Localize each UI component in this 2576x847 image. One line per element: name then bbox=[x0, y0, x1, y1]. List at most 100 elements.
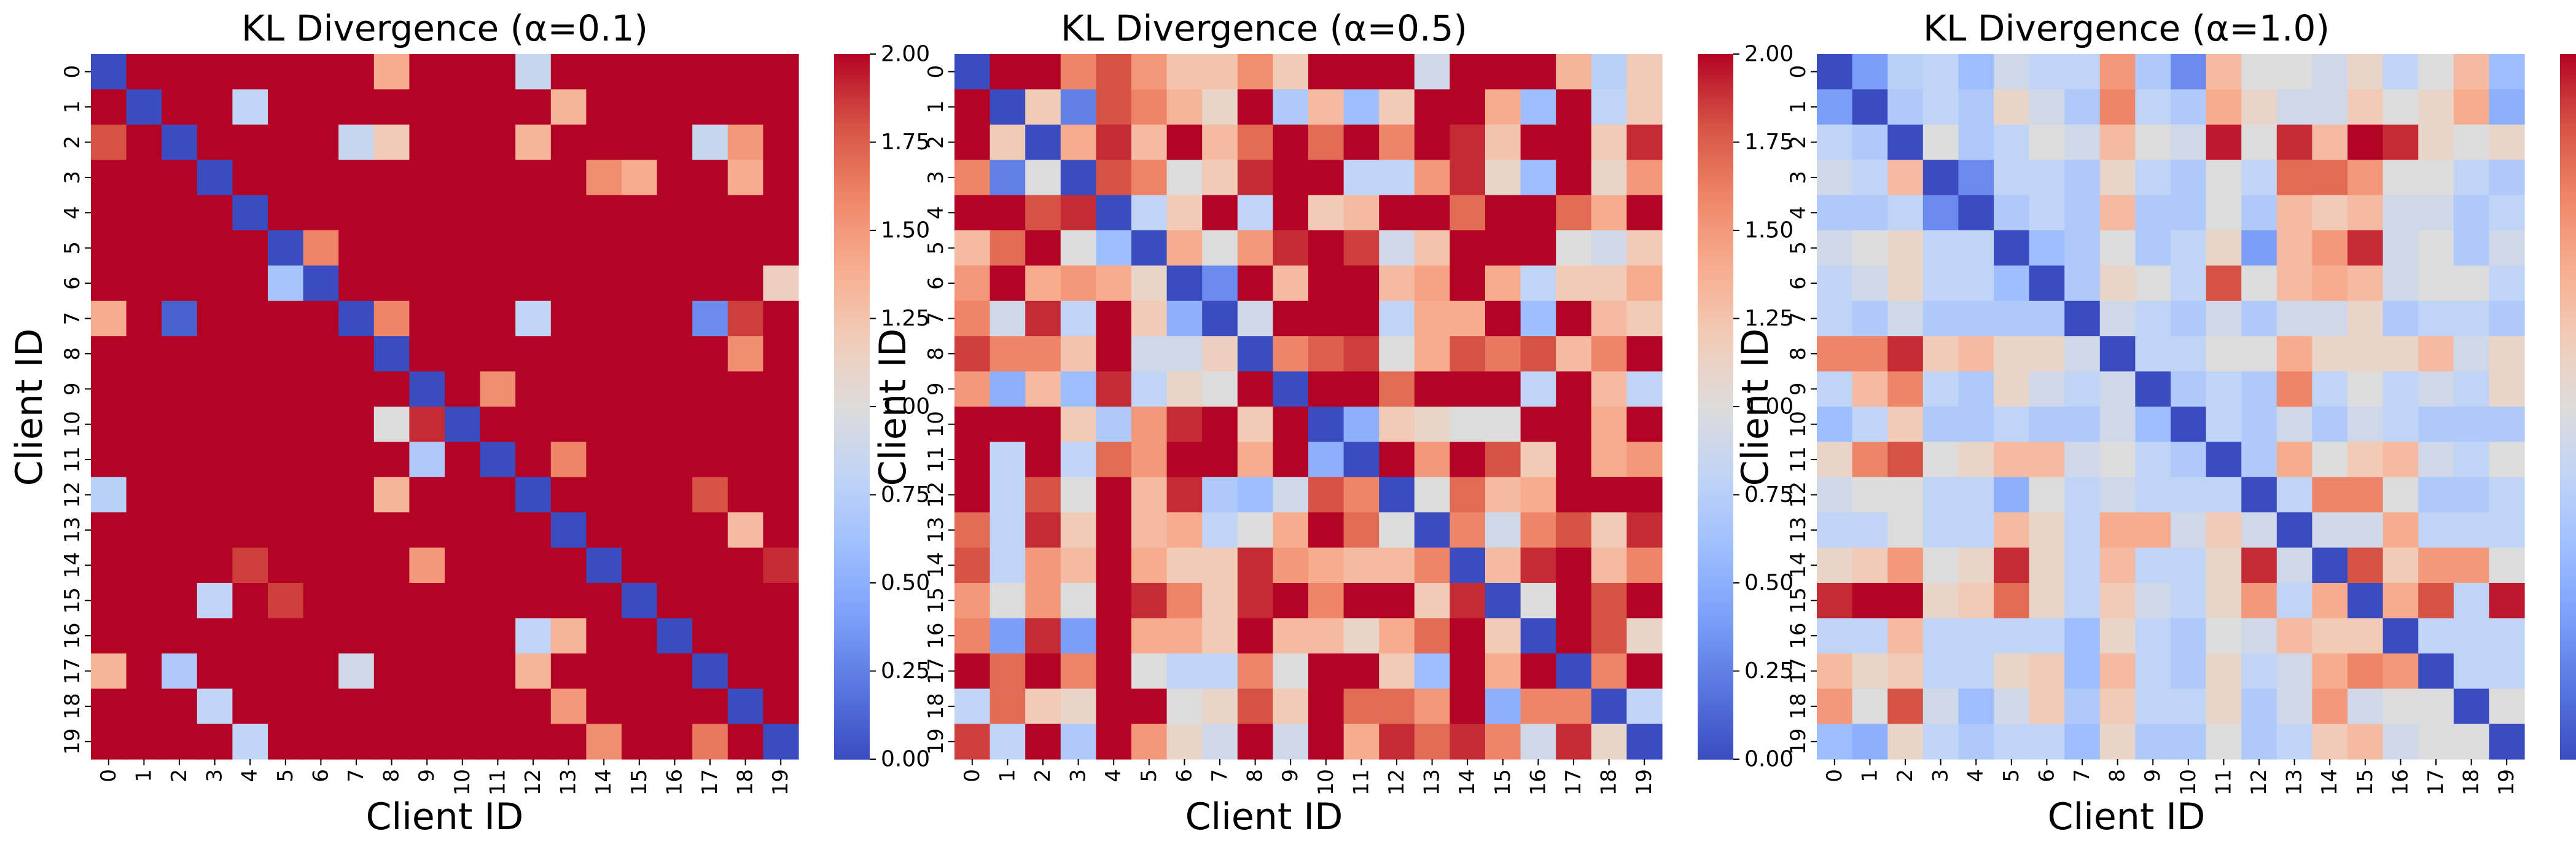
heatmap-cell-r8-c7 bbox=[2064, 336, 2101, 372]
heatmap-cell-r9-c6 bbox=[2029, 371, 2065, 407]
colorbar-gradient-segment bbox=[2560, 79, 2576, 83]
colorbar-gradient-segment bbox=[2560, 576, 2576, 580]
colorbar-gradient-segment bbox=[1698, 308, 1733, 312]
heatmap-cell-r2-c0 bbox=[91, 124, 127, 160]
colorbar-gradient-segment bbox=[1698, 350, 1733, 354]
heatmap-cell-r7-c8 bbox=[2099, 300, 2136, 337]
heatmap-cell-r1-c19 bbox=[2489, 89, 2525, 125]
colorbar-gradient-segment bbox=[2560, 586, 2576, 591]
heatmap-cell-r14-c11 bbox=[480, 547, 516, 584]
colorbar-gradient-segment bbox=[834, 636, 870, 640]
heatmap-cell-r5-c13 bbox=[550, 230, 587, 266]
y-tick-label: 18 bbox=[60, 693, 85, 719]
colorbar-gradient-segment bbox=[1698, 265, 1733, 270]
heatmap-cell-r3-c2 bbox=[162, 160, 198, 196]
colorbar-gradient-segment bbox=[1698, 555, 1733, 559]
heatmap-cell-r16-c16 bbox=[657, 618, 693, 654]
heatmap-cell-r4-c6 bbox=[303, 195, 339, 231]
heatmap-cell-r15-c6 bbox=[303, 583, 339, 619]
colorbar-gradient-segment bbox=[834, 233, 870, 238]
heatmap-cell-r4-c9 bbox=[409, 195, 445, 231]
colorbar-gradient-segment bbox=[834, 308, 870, 312]
heatmap-cell-r12-c15 bbox=[1485, 477, 1521, 513]
heatmap-cell-r18-c16 bbox=[1520, 689, 1556, 725]
heatmap-cell-r12-c8 bbox=[373, 477, 410, 513]
heatmap-cell-r7-c0 bbox=[91, 300, 127, 337]
heatmap-cell-r3-c5 bbox=[1131, 160, 1168, 196]
heatmap-cell-r12-c0 bbox=[91, 477, 127, 513]
heatmap-cell-r17-c17 bbox=[2418, 653, 2454, 689]
x-tick-label: 17 bbox=[2424, 769, 2448, 795]
heatmap-cell-r13-c5 bbox=[1131, 512, 1168, 548]
heatmap-cell-r13-c17 bbox=[2418, 512, 2454, 548]
heatmap-cell-r18-c6 bbox=[2029, 689, 2065, 725]
heatmap-cell-r17-c10 bbox=[445, 653, 481, 689]
heatmap-cell-r3-c1 bbox=[1852, 160, 1888, 196]
colorbar-gradient-segment bbox=[834, 583, 870, 587]
x-tick-label: 15 bbox=[627, 769, 652, 795]
colorbar-gradient-segment bbox=[834, 389, 870, 393]
colorbar-gradient-segment bbox=[2560, 230, 2576, 235]
y-tick-label: 12 bbox=[1786, 482, 1811, 508]
x-tick-label: 4 bbox=[1101, 769, 1126, 783]
heatmap-cell-r18-c14 bbox=[586, 689, 622, 725]
colorbar-gradient-segment bbox=[1698, 646, 1733, 650]
colorbar-gradient-segment bbox=[834, 474, 870, 478]
heatmap-cell-r18-c17 bbox=[2418, 689, 2454, 725]
colorbar-gradient-segment bbox=[1698, 346, 1733, 351]
x-tick-label: 14 bbox=[1455, 769, 1480, 795]
heatmap-cell-r5-c7 bbox=[338, 230, 375, 266]
colorbar-gradient-segment bbox=[1698, 237, 1733, 242]
heatmap-cell-r1-c1 bbox=[126, 89, 162, 125]
colorbar-gradient-segment bbox=[834, 227, 870, 231]
heatmap-cell-r8-c1 bbox=[126, 336, 162, 372]
colorbar-gradient-segment bbox=[2560, 547, 2576, 552]
colorbar-gradient-segment bbox=[834, 311, 870, 316]
heatmap-cell-r19-c1 bbox=[126, 724, 162, 760]
heatmap-cell-r0-c10 bbox=[2171, 54, 2207, 90]
colorbar-gradient-segment bbox=[1698, 160, 1733, 164]
heatmap-cell-r11-c13 bbox=[2276, 442, 2313, 478]
heatmap-cell-r3-c3 bbox=[197, 160, 233, 196]
colorbar-gradient-segment bbox=[1698, 216, 1733, 221]
heatmap-cell-r12-c13 bbox=[1414, 477, 1450, 513]
heatmap-cell-r8-c12 bbox=[2241, 336, 2277, 372]
colorbar-gradient-segment bbox=[2560, 646, 2576, 650]
heatmap-cell-r16-c3 bbox=[1922, 618, 1959, 654]
colorbar-gradient-segment bbox=[1698, 685, 1733, 689]
heatmap-cell-r15-c11 bbox=[480, 583, 516, 619]
heatmap-cell-r5-c0 bbox=[1817, 230, 1853, 266]
colorbar-gradient-segment bbox=[2560, 381, 2576, 386]
colorbar-gradient-segment bbox=[834, 600, 870, 605]
heatmap-cell-r10-c18 bbox=[1591, 407, 1627, 442]
heatmap-cell-r2-c9 bbox=[409, 124, 445, 160]
heatmap-cell-r2-c11 bbox=[480, 124, 516, 160]
heatmap-cell-r15-c2 bbox=[162, 583, 198, 619]
heatmap-cell-r16-c4 bbox=[1958, 618, 1994, 654]
heatmap-cell-r6-c2 bbox=[1025, 265, 1061, 302]
x-tick-label: 1 bbox=[995, 769, 1020, 783]
heatmap-cell-r0-c13 bbox=[2276, 54, 2313, 90]
x-axis-label: Client ID bbox=[1185, 795, 1343, 838]
heatmap-cells bbox=[1817, 54, 2525, 760]
colorbar-gradient-segment bbox=[2560, 146, 2576, 150]
heatmap-cell-r13-c0 bbox=[1817, 512, 1853, 548]
heatmap-cell-r1-c6 bbox=[1166, 89, 1203, 125]
heatmap-cell-r14-c19 bbox=[2489, 547, 2525, 584]
colorbar-gradient-segment bbox=[2560, 195, 2576, 200]
heatmap-cell-r16-c12 bbox=[515, 618, 552, 654]
colorbar-gradient-segment bbox=[2560, 459, 2576, 464]
colorbar-gradient-segment bbox=[834, 131, 870, 136]
colorbar-gradient-segment bbox=[2560, 255, 2576, 259]
heatmap-cell-r12-c1 bbox=[989, 477, 1026, 513]
heatmap-cell-r11-c14 bbox=[586, 442, 622, 478]
heatmap-cell-r8-c13 bbox=[550, 336, 587, 372]
heatmap-cell-r16-c10 bbox=[1308, 618, 1345, 654]
heatmap-cell-r14-c1 bbox=[989, 547, 1026, 584]
y-tick-label: 15 bbox=[924, 587, 948, 614]
y-tick-label: 12 bbox=[924, 482, 948, 508]
heatmap-cell-r13-c5 bbox=[268, 512, 304, 548]
heatmap-cell-r5-c8 bbox=[1237, 230, 1273, 266]
colorbar-gradient-segment bbox=[1698, 339, 1733, 344]
heatmap-cell-r5-c9 bbox=[1273, 230, 1309, 266]
